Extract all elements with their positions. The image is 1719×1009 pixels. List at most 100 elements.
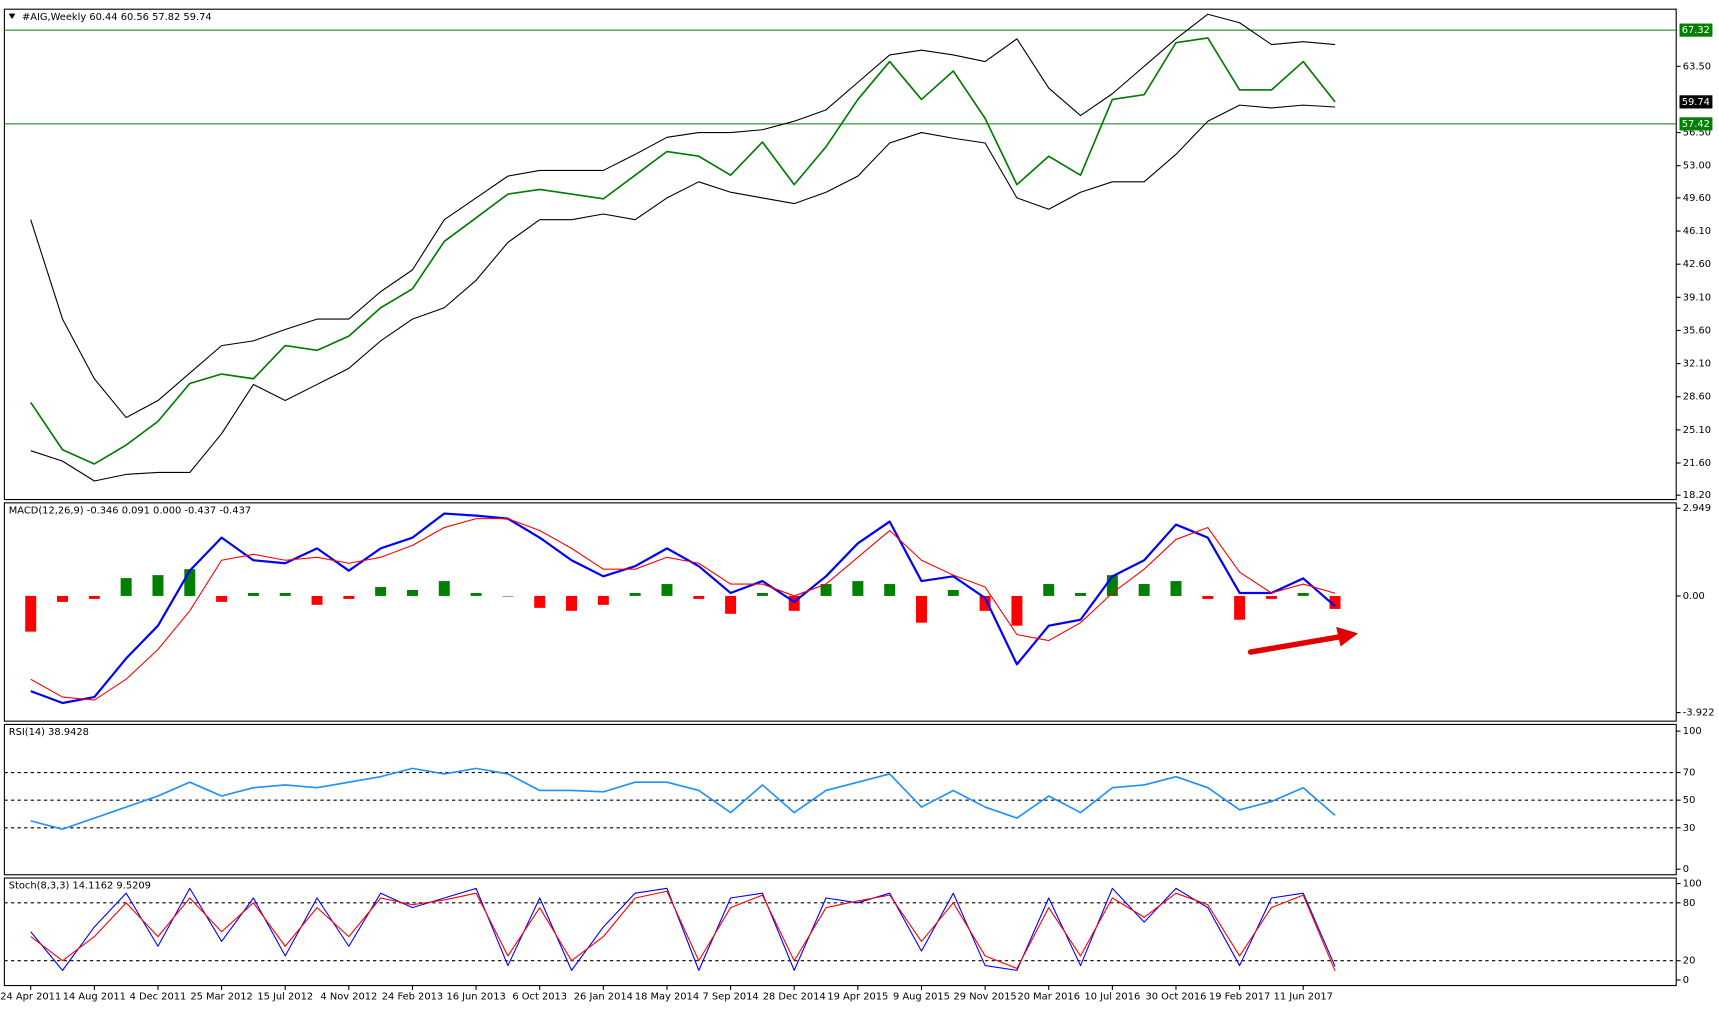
histogram-bar [184,569,196,596]
series-line [30,518,1336,701]
histogram-bar [820,584,832,596]
histogram-bar [852,581,864,596]
histogram-bar [947,589,959,596]
y-tick-label: 100 [1683,879,1702,890]
histogram-bar [88,595,100,599]
y-tick-label: 0 [1683,864,1689,875]
histogram-bar [120,578,132,596]
arrow-shaft [1247,633,1344,655]
histogram-bar [725,595,737,614]
y-tick-label: 2.949 [1683,503,1711,514]
x-tick-label: 15 Jul 2012 [257,992,313,1003]
x-tick-label: 4 Nov 2012 [320,992,377,1003]
histogram-bar [1329,595,1341,609]
histogram-bar [1075,592,1087,596]
level-label-box [1679,117,1713,131]
panel-title: Stoch(8,3,3) 14.1162 9.5209 [9,881,151,892]
y-tick-label: 35.60 [1683,325,1711,336]
y-tick-label: 49.60 [1683,193,1711,204]
histogram-bar [375,587,387,596]
panel-title: #AIG,Weekly 60.44 60.56 57.82 59.74 [22,12,212,23]
x-tick-label: 19 Feb 2017 [1209,992,1270,1003]
y-tick-label: 42.60 [1683,259,1711,270]
histogram-bar [438,581,450,596]
x-tick-label: 30 Oct 2016 [1146,992,1207,1003]
histogram-bar [343,595,355,599]
y-tick-label: 28.60 [1683,392,1711,403]
series-line [30,104,1336,482]
histogram-bar [534,595,546,608]
histogram-bar [597,595,609,605]
y-tick-label: 80 [1683,898,1696,909]
series-line [30,887,1336,971]
histogram-bar [979,595,991,611]
histogram-bar [1265,595,1277,599]
annotation-arrow [1247,626,1359,655]
histogram-bar [1202,595,1214,599]
y-tick-label: 21.60 [1683,458,1711,469]
histogram-bar [1043,584,1055,596]
histogram-bar [152,575,164,596]
histogram-bar [756,592,768,596]
x-tick-label: 4 Dec 2011 [130,992,187,1003]
y-tick-label: 50 [1683,795,1696,806]
series-line [30,13,1336,419]
y-tick-label: 70 [1683,768,1696,779]
series-line [30,37,1336,465]
last-price-box [1679,95,1713,109]
y-tick-label: 56.50 [1683,128,1711,139]
x-tick-label: 25 Mar 2012 [190,992,253,1003]
histogram-bar [1138,584,1150,596]
histogram-bar [216,595,228,602]
y-tick-label: 30 [1683,823,1696,834]
x-tick-label: 20 Mar 2016 [1017,992,1080,1003]
level-label: 67.32 [1682,25,1710,36]
histogram-bar [629,592,641,596]
x-tick-label: 19 Apr 2015 [827,992,888,1003]
x-tick-label: 24 Feb 2013 [382,992,443,1003]
histogram-bar [311,595,323,605]
panel-frame [3,8,1677,501]
histogram-bar [566,595,578,611]
x-tick-label: 11 Jun 2017 [1274,992,1333,1003]
y-tick-label: -3.922 [1683,708,1715,719]
x-tick-label: 28 Dec 2014 [763,992,826,1003]
histogram-bar [1106,575,1118,596]
panel-frame [3,723,1677,876]
arrow-head [1336,626,1359,647]
y-tick-label: 32.10 [1683,359,1711,370]
histogram-bar [693,595,705,599]
histogram-bar [25,595,37,632]
level-label: 57.42 [1682,119,1710,130]
x-tick-label: 14 Aug 2011 [63,992,126,1003]
x-tick-label: 7 Sep 2014 [702,992,758,1003]
y-tick-label: 25.10 [1683,425,1711,436]
panel-title: MACD(12,26,9) -0.346 0.091 0.000 -0.437 … [9,506,251,517]
x-tick-label: 24 Apr 2011 [0,992,61,1003]
histogram-bar [470,592,482,596]
histogram-bar [1011,595,1023,626]
histogram-bar [1170,581,1182,596]
histogram-bar [661,584,673,596]
y-tick-label: 46.10 [1683,226,1711,237]
x-tick-label: 29 Nov 2015 [954,992,1017,1003]
series-line [30,767,1336,830]
y-tick-label: 0.00 [1683,591,1705,602]
histogram-bar [788,595,800,611]
histogram-bar [884,584,896,596]
x-tick-label: 26 Jan 2014 [574,992,633,1003]
menu-triangle [8,13,16,20]
histogram-bar [247,592,259,596]
histogram-bar [1234,595,1246,620]
y-tick-label: 18.20 [1683,490,1711,501]
series-line [30,890,1336,972]
panel-title: RSI(14) 38.9428 [9,727,89,738]
x-tick-label: 18 May 2014 [635,992,699,1003]
y-tick-label: 0 [1683,975,1689,986]
x-tick-label: 6 Oct 2013 [512,992,567,1003]
histogram-bar [1297,592,1309,596]
y-tick-label: 39.10 [1683,292,1711,303]
